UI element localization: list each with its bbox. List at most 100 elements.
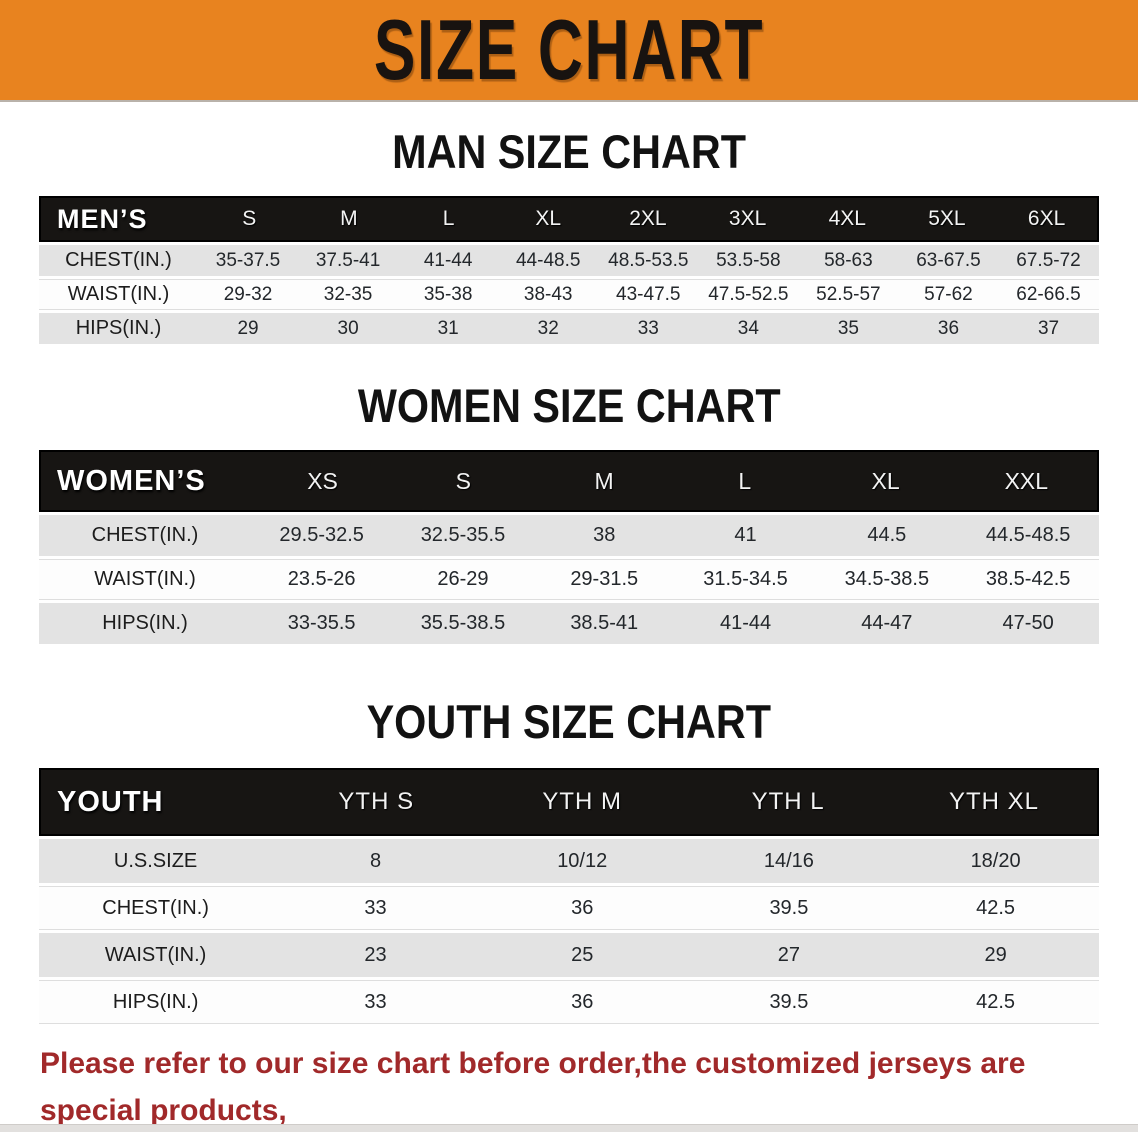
table-cell: 35.5-38.5 [420, 612, 506, 634]
table-cell: 25 [571, 943, 594, 966]
column-header: YTH XL [948, 788, 1039, 815]
table-cell: 52.5-57 [816, 283, 881, 305]
table-cell: 39.5 [769, 990, 809, 1013]
table-cell: 32 [537, 317, 559, 339]
footer-note-line1: Please refer to our size chart before or… [40, 1047, 1026, 1127]
table-cell: 34 [737, 317, 759, 339]
table-cell: 58-63 [824, 249, 873, 271]
table-cell: 14/16 [763, 849, 814, 872]
table-cell: 41-44 [719, 612, 772, 634]
table-cell: 67.5-72 [1016, 249, 1081, 271]
table-cell: 31.5-34.5 [703, 568, 788, 590]
column-header: M [594, 467, 614, 494]
table-cell: 36 [571, 896, 594, 919]
table-cell: 36 [571, 990, 594, 1013]
table-cell: 33-35.5 [287, 612, 356, 634]
table-cell: 32-35 [323, 283, 373, 305]
table-cell: 33 [364, 990, 387, 1013]
table-cell: 29-31.5 [570, 568, 639, 590]
table-cell: 35-37.5 [215, 249, 281, 271]
table-cell: 29 [237, 317, 259, 339]
table-cell: 38.5-41 [570, 612, 639, 634]
column-header: 3XL [728, 207, 767, 230]
table-cell: 47.5-52.5 [708, 283, 789, 305]
table-cell: 38 [593, 524, 616, 546]
section-heading-text: MAN SIZE CHART [392, 125, 746, 178]
table-cell: 44.5-48.5 [985, 524, 1071, 546]
table-cell: 37.5-41 [315, 249, 381, 271]
table-cell: 41 [734, 524, 757, 546]
table-cell: 41-44 [423, 249, 473, 271]
table-cell: 53.5-58 [716, 249, 781, 271]
women-size-table: WOMEN’S XS S M L XL XXL CHEST(IN.) 29.5-32.5 32.5… [39, 450, 1099, 644]
table-cell: 35-38 [423, 283, 473, 305]
table-cell: 38.5-42.5 [985, 568, 1071, 590]
table-cell: 31 [437, 317, 459, 339]
banner: SIZE CHART [0, 0, 1138, 102]
column-header: YTH S [338, 788, 415, 815]
section-heading-text: WOMEN SIZE CHART [357, 379, 781, 432]
row-label: HIPS(IN.) [112, 990, 199, 1013]
column-header: S [242, 207, 257, 230]
table-cell: 18/20 [970, 849, 1021, 872]
men-size-chart-section: MAN SIZE CHART MEN’S S M L XL 2XL 3XL 4XL 5XL 6XL C… [0, 126, 1138, 344]
column-header: XL [871, 467, 900, 494]
table-row: WAIST(IN.) 23 25 27 29 [39, 933, 1099, 977]
table-cell: 63-67.5 [916, 249, 981, 271]
column-header: 4XL [828, 207, 866, 230]
row-label: HIPS(IN.) [75, 317, 162, 339]
column-header: L [442, 207, 455, 230]
column-header: S [455, 467, 471, 494]
table-row: HIPS(IN.) 33 36 39.5 42.5 [39, 980, 1099, 1024]
table-cell: 8 [369, 849, 382, 872]
table-cell: 39.5 [769, 896, 809, 919]
sections-root: MAN SIZE CHART MEN’S S M L XL 2XL 3XL 4XL 5XL 6XL C… [0, 126, 1138, 1024]
men-section-heading: MAN SIZE CHART [0, 126, 1138, 178]
youth-size-chart-section: YOUTH SIZE CHART YOUTH YTH S YTH M YTH L YTH … [0, 696, 1138, 1024]
table-cell: 44.5 [867, 524, 907, 546]
column-header: XXL [1004, 467, 1049, 494]
table-cell: 35 [837, 317, 859, 339]
column-header: M [340, 207, 358, 230]
banner-title: SIZE CHART [373, 2, 765, 98]
section-heading-text: YOUTH SIZE CHART [366, 695, 772, 748]
table-cell: 29.5-32.5 [279, 524, 364, 546]
women-section-heading: WOMEN SIZE CHART [0, 380, 1138, 432]
table-cell: 43-47.5 [616, 283, 681, 305]
table-group-label: MEN’S [57, 203, 148, 234]
table-cell: 33 [364, 896, 387, 919]
table-cell: 42.5 [976, 990, 1016, 1013]
youth-section-heading: YOUTH SIZE CHART [0, 696, 1138, 748]
column-header: L [738, 467, 752, 494]
table-cell: 62-66.5 [1016, 283, 1081, 305]
table-header-row: WOMEN’S XS S M L XL XXL [39, 450, 1099, 512]
table-cell: 29-32 [223, 283, 273, 305]
footer-note: Please refer to our size chart before or… [40, 1040, 1118, 1132]
column-header: XS [307, 467, 338, 494]
men-size-table: MEN’S S M L XL 2XL 3XL 4XL 5XL 6XL CHEST(IN.) 35-37… [39, 196, 1099, 344]
column-header: XL [535, 207, 562, 230]
table-cell: 10/12 [557, 849, 608, 872]
table-cell: 37 [1037, 317, 1060, 339]
table-cell: 57-62 [924, 283, 973, 305]
table-cell: 26-29 [437, 568, 489, 590]
table-cell: 23 [364, 943, 387, 966]
row-label: U.S.SIZE [113, 849, 198, 872]
table-cell: 30 [337, 317, 359, 339]
table-cell: 42.5 [976, 896, 1016, 919]
table-row: CHEST(IN.) 35-37.5 37.5-41 41-44 44-48.5 48.5… [39, 245, 1099, 276]
column-header: 2XL [629, 207, 667, 230]
row-label: CHEST(IN.) [102, 896, 209, 919]
table-cell: 34.5-38.5 [844, 568, 930, 590]
row-label: CHEST(IN.) [91, 524, 199, 546]
table-row: U.S.SIZE 8 10/12 14/16 18/20 [39, 839, 1099, 883]
table-cell: 44-48.5 [515, 249, 581, 271]
row-label: WAIST(IN.) [104, 943, 207, 966]
table-cell: 36 [937, 317, 960, 339]
row-label: WAIST(IN.) [67, 283, 170, 305]
column-header: 5XL [928, 207, 966, 230]
table-cell: 23.5-26 [287, 568, 356, 590]
table-row: HIPS(IN.) 33-35.5 35.5-38.5 38.5-41 41-44 44-… [39, 603, 1099, 644]
table-cell: 32.5-35.5 [420, 524, 506, 546]
